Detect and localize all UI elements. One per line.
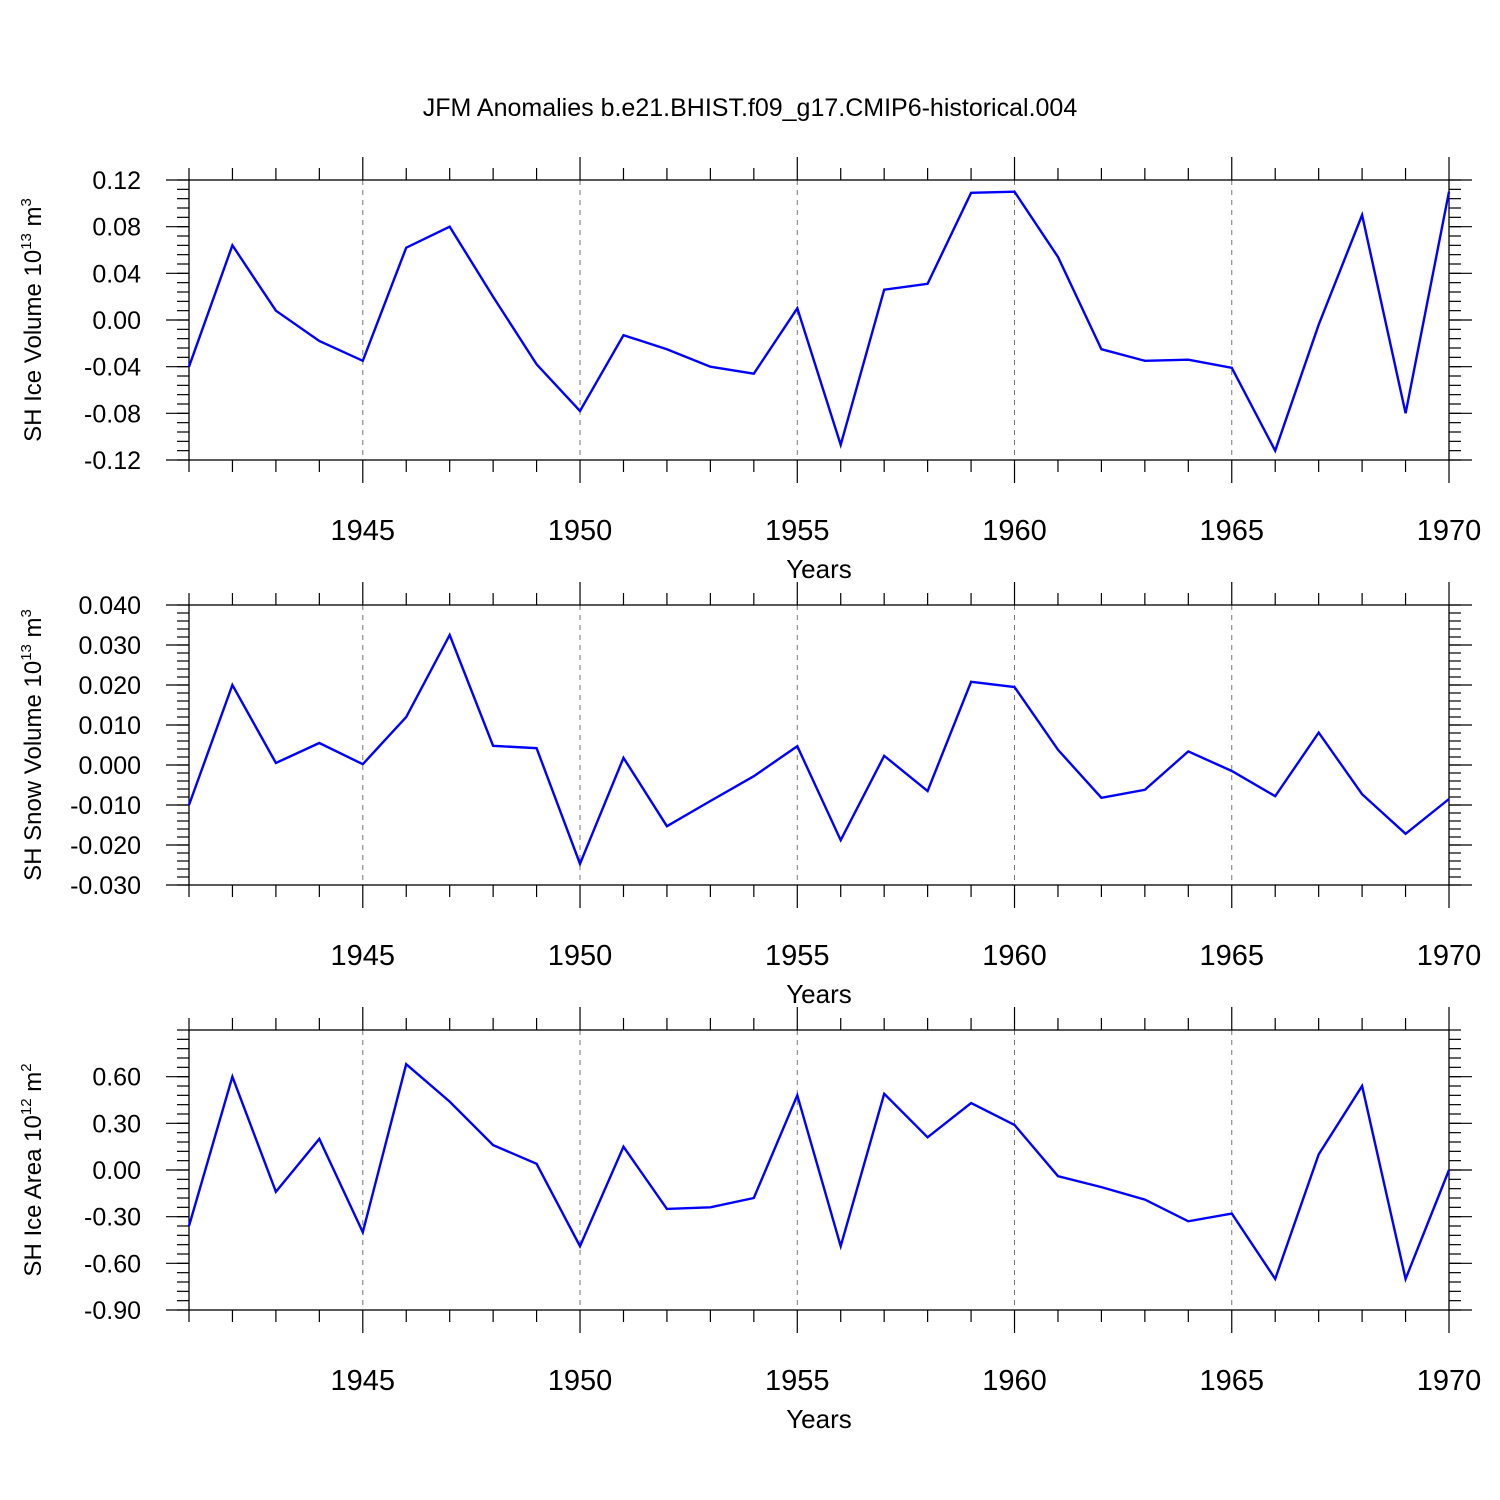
x-tick-label: 1965 [1200,1365,1265,1397]
y-tick-label: -0.08 [84,400,141,428]
x-axis-label: Years [786,979,852,1009]
panel-2: -0.030 -0.020 -0.010 0.000 0.010 0.020 0.030 0.… [18,582,1481,1009]
y-tick-label: 0.030 [78,632,141,660]
y-tick-label: 0.04 [92,260,141,288]
chart-title: JFM Anomalies b.e21.BHIST.f09_g17.CMIP6-… [423,94,1078,122]
x-tick-label: 1950 [548,1365,613,1397]
y-tick-label: 0.00 [92,1157,141,1185]
x-tick-label: 1950 [548,940,613,972]
x-tick-label: 1965 [1200,515,1265,547]
series-line-sh-ice-volume [187,190,1451,454]
x-tick-label: 1970 [1417,940,1482,972]
y-tick-label: -0.90 [84,1297,141,1325]
x-tick-label: 1945 [331,940,396,972]
y-tick-label: -0.12 [84,447,141,475]
y-axis-label: SH Ice Area 1012 m2 [18,1063,47,1276]
panel-3: -0.90 -0.60 -0.30 0.00 0.30 0.60 1945 1950 1955 1… [18,1007,1481,1434]
y-tick-label: 0.000 [78,752,141,780]
y-tick-label: -0.60 [84,1250,141,1278]
x-tick-label: 1945 [331,1365,396,1397]
x-tick-label: 1955 [765,1365,830,1397]
chart-panels: -0.12 -0.08 -0.04 0.00 0.04 0.08 0.12 1945 1950 1… [18,157,1481,1434]
y-axis-label: SH Ice Volume 1013 m3 [18,198,47,442]
y-tick-label: -0.030 [70,872,141,900]
x-axis-label: Years [786,1404,852,1434]
y-tick-label: 0.040 [78,592,141,620]
y-tick-label: -0.30 [84,1204,141,1232]
y-tick-label: -0.04 [84,354,141,382]
panel-1: -0.12 -0.08 -0.04 0.00 0.04 0.08 0.12 1945 1950 1… [18,157,1481,584]
y-tick-label: 0.010 [78,712,141,740]
y-tick-label: 0.60 [92,1064,141,1092]
x-tick-label: 1960 [982,940,1047,972]
x-tick-label: 1970 [1417,1365,1482,1397]
x-tick-label: 1970 [1417,515,1482,547]
x-tick-label: 1960 [982,515,1047,547]
series-line-sh-ice-area [187,1062,1451,1283]
y-tick-label: -0.020 [70,832,141,860]
y-tick-label: 0.020 [78,672,141,700]
y-tick-label: 0.00 [92,307,141,335]
y-axis-label: SH Snow Volume 1013 m3 [18,609,47,881]
x-tick-label: 1965 [1200,940,1265,972]
y-tick-label: 0.12 [92,167,141,195]
y-tick-label: 0.08 [92,214,141,242]
x-tick-label: 1950 [548,515,613,547]
plot-frame [188,604,1450,886]
x-tick-label: 1955 [765,515,830,547]
series-line-sh-snow-volume [187,632,1450,868]
x-axis-label: Years [786,554,852,584]
y-tick-label: 0.30 [92,1110,141,1138]
x-tick-label: 1955 [765,940,830,972]
x-tick-label: 1960 [982,1365,1047,1397]
y-tick-label: -0.010 [70,792,141,820]
x-tick-label: 1945 [331,515,396,547]
